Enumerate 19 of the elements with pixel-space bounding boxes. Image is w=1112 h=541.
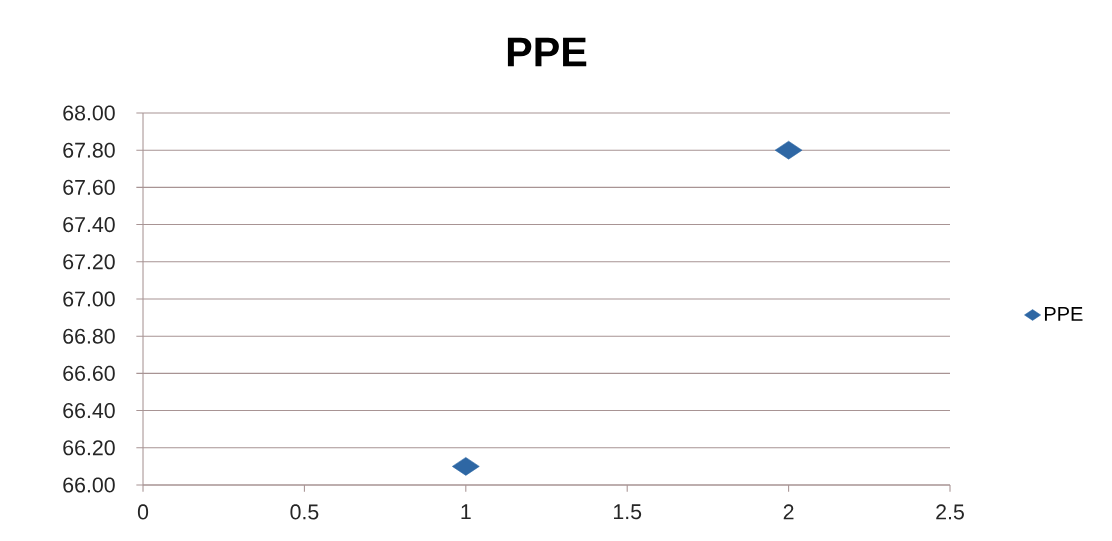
y-tick-label: 67.40 [63, 217, 115, 233]
legend-label: PPE [1044, 307, 1083, 321]
y-tick-label: 66.00 [63, 477, 115, 493]
x-tick-label: 2 [783, 504, 794, 520]
y-tick-label: 67.20 [63, 254, 115, 270]
y-tick-label: 67.60 [63, 179, 115, 195]
chart-title: PPE [507, 37, 587, 67]
x-tick-label: 1.5 [614, 504, 642, 520]
y-tick-label: 67.80 [63, 142, 115, 158]
y-tick-label: 66.80 [63, 328, 115, 344]
y-tick-label: 66.40 [63, 403, 115, 419]
x-tick-label: 0.5 [290, 504, 319, 520]
y-tick-label: 66.20 [63, 440, 115, 456]
x-tick-label: 0 [137, 504, 149, 520]
y-tick-label: 67.00 [63, 291, 115, 307]
y-tick-label: 68.00 [63, 105, 115, 121]
x-tick-label: 1 [461, 504, 471, 520]
x-tick-label: 2.5 [936, 504, 964, 520]
y-tick-label: 66.60 [63, 365, 115, 381]
